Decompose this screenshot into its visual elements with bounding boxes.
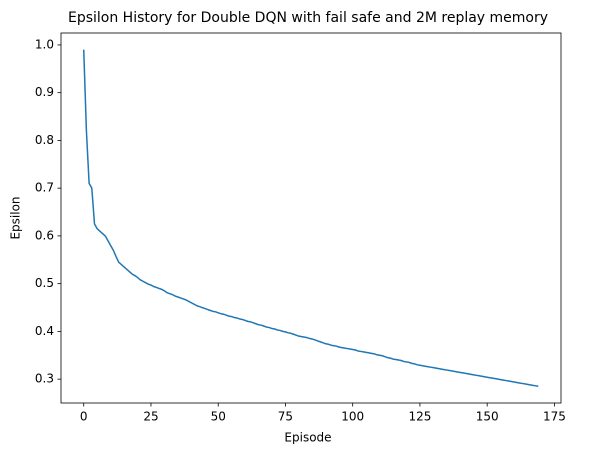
x-tick-label: 75 [278,410,293,424]
x-tick-label: 50 [211,410,226,424]
y-tick-label: 0.4 [35,324,54,338]
y-tick-label: 0.8 [35,133,54,147]
x-tick-label: 0 [80,410,88,424]
x-axis-label: Episode [284,431,331,445]
plot-frame [60,32,562,404]
y-tick-label: 1.0 [35,37,54,51]
x-tick-label: 125 [408,410,431,424]
chart-title: Epsilon History for Double DQN with fail… [68,10,548,26]
y-axis-label: Epsilon [9,196,23,239]
x-tick-label: 175 [543,410,566,424]
y-tick-label: 0.3 [35,372,54,386]
x-tick-label: 25 [143,410,158,424]
y-tick-label: 0.5 [35,276,54,290]
y-tick-label: 0.6 [35,228,54,242]
x-tick-label: 150 [476,410,499,424]
y-tick-label: 0.7 [35,181,54,195]
line-series [82,49,539,388]
x-tick-label: 100 [341,410,364,424]
y-tick-label: 0.9 [35,85,54,99]
